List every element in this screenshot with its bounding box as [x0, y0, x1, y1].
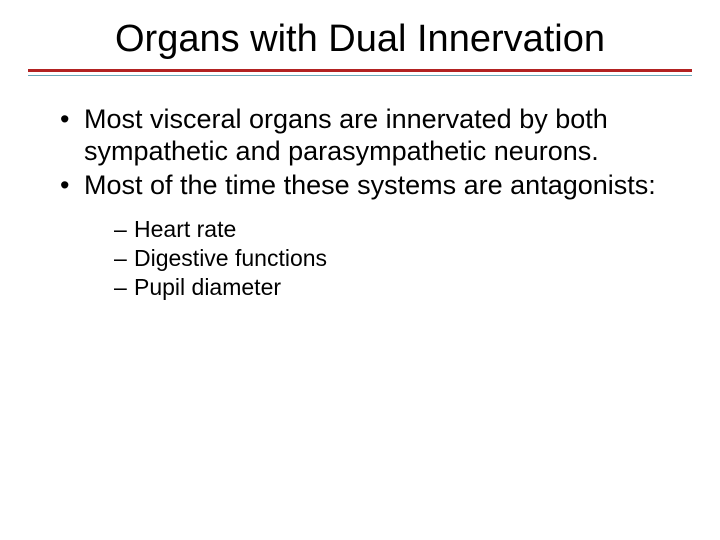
list-item-text: Most visceral organs are innervated by b… — [84, 104, 608, 166]
list-item-text: Digestive functions — [134, 245, 327, 271]
sub-list: Heart rate Digestive functions Pupil dia… — [84, 216, 664, 301]
list-item: Heart rate — [112, 216, 664, 243]
slide: Organs with Dual Innervation Most viscer… — [0, 0, 720, 540]
list-item-text: Most of the time these systems are antag… — [84, 170, 656, 200]
list-item: Most visceral organs are innervated by b… — [56, 104, 664, 168]
slide-title: Organs with Dual Innervation — [0, 18, 720, 61]
bullet-list: Most visceral organs are innervated by b… — [56, 104, 664, 301]
title-underline — [28, 69, 692, 76]
list-item-text: Heart rate — [134, 216, 236, 242]
list-item: Digestive functions — [112, 245, 664, 272]
list-item: Pupil diameter — [112, 274, 664, 301]
list-item-text: Pupil diameter — [134, 274, 281, 300]
rule-top — [28, 69, 692, 72]
list-item: Most of the time these systems are antag… — [56, 170, 664, 301]
slide-body: Most visceral organs are innervated by b… — [0, 76, 720, 301]
